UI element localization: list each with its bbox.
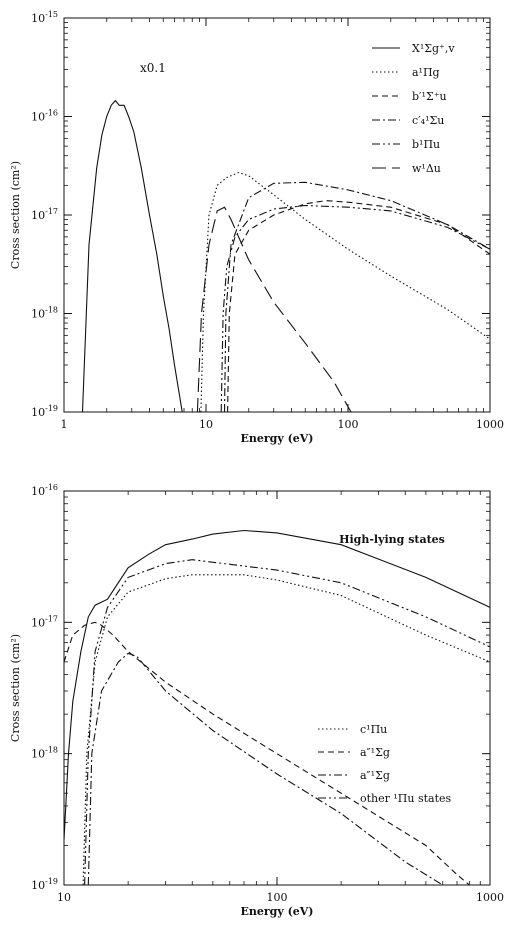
legend-label: a¹Πg — [412, 66, 440, 79]
series-line-2 — [200, 171, 490, 412]
curve-label-high-lying: High-lying states — [339, 533, 445, 546]
series-line-2 — [82, 574, 490, 885]
y-axis-label: Cross section (cm²) — [9, 161, 22, 269]
legend-label: b′¹Σ⁺u — [412, 90, 447, 103]
series-line-6 — [196, 206, 352, 412]
chart-panel-2: 10 100 1000 10-19 10-18 10-17 10-16 Energy (eV)… — [9, 483, 504, 918]
x-axis-label: Energy (eV) — [240, 905, 313, 918]
y-tick-label: 10-17 — [31, 207, 58, 222]
legend-label: X¹Σg⁺,v — [412, 42, 455, 55]
x-axis-label: Energy (eV) — [240, 432, 313, 445]
legend-label: c¹Πu — [360, 723, 387, 736]
x-tick-label: 1000 — [476, 418, 504, 431]
legend-label: b¹Πu — [412, 138, 440, 151]
legend-label: a″¹Σg — [360, 769, 390, 782]
legend-label: other ¹Πu states — [360, 792, 452, 805]
plot-frame — [63, 490, 491, 886]
x-tick-label: 1000 — [476, 891, 504, 904]
y-axis-label: Cross section (cm²) — [9, 634, 22, 742]
legend-label: a″¹Σg — [360, 746, 390, 759]
x-tick-label: 1 — [61, 418, 68, 431]
y-tick-label: 10-16 — [31, 483, 58, 498]
series-line-4 — [87, 652, 443, 885]
series-line-3 — [64, 621, 470, 885]
chart-panel-1: 1 10 100 1000 10-19 10-18 10-17 10-16 10-15 Energ… — [9, 10, 504, 445]
y-tick-label: 10-19 — [31, 877, 58, 892]
legend-label: c′₄¹Σu — [412, 114, 444, 127]
y-tick-label: 10-18 — [31, 306, 58, 321]
x-tick-label: 100 — [338, 418, 359, 431]
y-tick-label: 10-15 — [31, 10, 58, 25]
x-tick-label: 10 — [199, 418, 213, 431]
series-line-5 — [220, 204, 490, 412]
y-tick-label: 10-19 — [31, 404, 58, 419]
series-line-1 — [64, 529, 490, 841]
x-tick-label: 10 — [57, 891, 71, 904]
series-line-1 — [81, 99, 183, 412]
series-line-3 — [227, 200, 490, 412]
y-tick-label: 10-18 — [31, 746, 58, 761]
series-line-4 — [223, 181, 490, 412]
scale-annotation: x0.1 — [140, 61, 166, 75]
series-line-5 — [84, 559, 490, 885]
x-tick-label: 100 — [267, 891, 288, 904]
y-tick-label: 10-17 — [31, 614, 58, 629]
legend-label: w¹Δu — [412, 162, 441, 175]
y-tick-label: 10-16 — [31, 109, 58, 124]
